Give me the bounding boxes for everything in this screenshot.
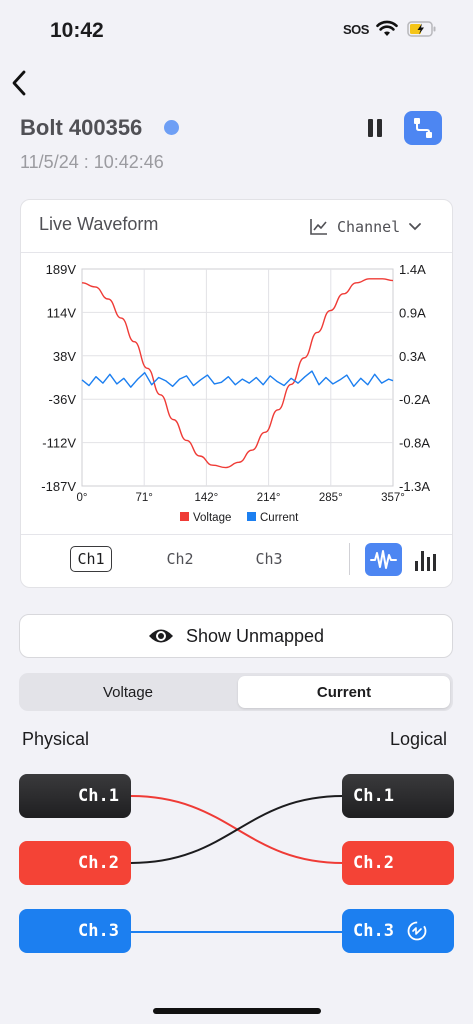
x-tick-label: 142° xyxy=(195,492,219,504)
logical-channel-label: Ch.1 xyxy=(353,786,394,806)
channel-dropdown[interactable]: Channel xyxy=(309,214,422,240)
legend-swatch-current xyxy=(247,512,256,521)
toggle-separator xyxy=(349,543,350,575)
legend-label-voltage: Voltage xyxy=(193,512,231,524)
physical-channel-label: Ch.3 xyxy=(78,921,119,941)
y-right-tick-label: -1.3A xyxy=(399,479,430,494)
battery-charging-icon xyxy=(407,21,436,37)
x-tick-label: 0° xyxy=(77,492,88,504)
measurement-segmented-control: Voltage Current xyxy=(19,673,453,711)
series-line-current xyxy=(81,370,394,388)
wifi-icon xyxy=(376,20,398,36)
y-left-tick-label: 114V xyxy=(47,305,77,320)
card-title: Live Waveform xyxy=(39,214,159,234)
segment-current[interactable]: Current xyxy=(238,676,450,708)
channel-dropdown-label: Channel xyxy=(337,218,401,236)
card-divider xyxy=(21,534,452,535)
segment-voltage[interactable]: Voltage xyxy=(102,683,154,701)
timestamp: 11/5/24 : 10:42:46 xyxy=(20,152,164,172)
sync-icon[interactable] xyxy=(406,920,428,942)
bar-chart-icon[interactable] xyxy=(413,547,439,573)
tab-ch3[interactable]: Ch3 xyxy=(255,550,283,568)
legend-label-current: Current xyxy=(260,512,299,524)
status-bar: 10:42 SOS xyxy=(0,0,473,60)
waveform-icon xyxy=(370,550,397,569)
chevron-left-icon[interactable] xyxy=(8,66,32,100)
tab-ch1[interactable]: Ch1 xyxy=(70,546,112,572)
plot-area xyxy=(81,268,394,487)
x-tick-label: 214° xyxy=(257,492,281,504)
physical-channel-label: Ch.2 xyxy=(78,853,119,873)
physical-channel-label: Ch.1 xyxy=(78,786,119,806)
logical-channel-ch1[interactable]: Ch.1 xyxy=(342,774,454,818)
card-divider xyxy=(21,252,452,253)
y-right-tick-label: 0.3A xyxy=(399,349,426,364)
x-tick-label: 357° xyxy=(381,492,405,504)
y-left-tick-label: 38V xyxy=(53,349,76,364)
chevron-down-icon xyxy=(409,223,422,231)
logical-column-label: Logical xyxy=(390,729,448,749)
logical-channel-label: Ch.3 xyxy=(353,921,394,941)
y-left-tick-label: 189V xyxy=(46,262,77,277)
connection-status-dot xyxy=(164,120,179,135)
x-tick-label: 285° xyxy=(319,492,343,504)
series-line-voltage xyxy=(81,278,394,469)
mapping-button[interactable] xyxy=(404,111,442,145)
show-unmapped-button[interactable]: Show Unmapped xyxy=(19,614,453,658)
eye-icon xyxy=(148,629,173,643)
home-indicator xyxy=(153,1008,321,1014)
legend-swatch-voltage xyxy=(180,512,189,521)
y-right-tick-label: -0.2A xyxy=(399,392,430,407)
y-left-tick-label: -36V xyxy=(49,392,77,407)
y-right-tick-label: -0.8A xyxy=(399,436,430,451)
waveform-chart: 189V 1.4A 114V 0.9A 38V 0.3A -36V -0.2A -112V -0.… xyxy=(41,262,430,524)
physical-column-label: Physical xyxy=(22,729,90,749)
device-title: Bolt 400356 xyxy=(20,115,143,140)
wire-physical-ch2-to-logical-ch1 xyxy=(130,795,344,864)
physical-channel-ch1[interactable]: Ch.1 xyxy=(19,774,131,818)
line-chart-icon xyxy=(310,219,327,235)
show-unmapped-label: Show Unmapped xyxy=(185,625,325,646)
y-right-tick-label: 0.9A xyxy=(399,305,426,320)
status-time: 10:42 xyxy=(50,19,104,42)
y-left-tick-label: -112V xyxy=(42,436,76,451)
logical-channel-ch2[interactable]: Ch.2 xyxy=(342,841,454,885)
live-waveform-card: Live Waveform Channel 189V 1.4A 114V 0.9A 38… xyxy=(20,199,453,588)
channel-mapping-wires xyxy=(130,795,344,933)
physical-channel-ch2[interactable]: Ch.2 xyxy=(19,841,131,885)
connection-icon xyxy=(414,118,432,138)
logical-channel-ch3[interactable]: Ch.3 xyxy=(342,909,454,953)
pause-icon[interactable] xyxy=(366,118,384,138)
y-right-tick-label: 1.4A xyxy=(399,262,426,277)
y-left-tick-label: -187V xyxy=(41,479,76,494)
physical-channel-ch3[interactable]: Ch.3 xyxy=(19,909,131,953)
x-tick-label: 71° xyxy=(136,492,153,504)
logical-channel-label: Ch.2 xyxy=(353,853,394,873)
sos-indicator: SOS xyxy=(343,22,369,37)
tab-ch2[interactable]: Ch2 xyxy=(166,550,194,568)
waveform-view-toggle[interactable] xyxy=(365,543,402,576)
